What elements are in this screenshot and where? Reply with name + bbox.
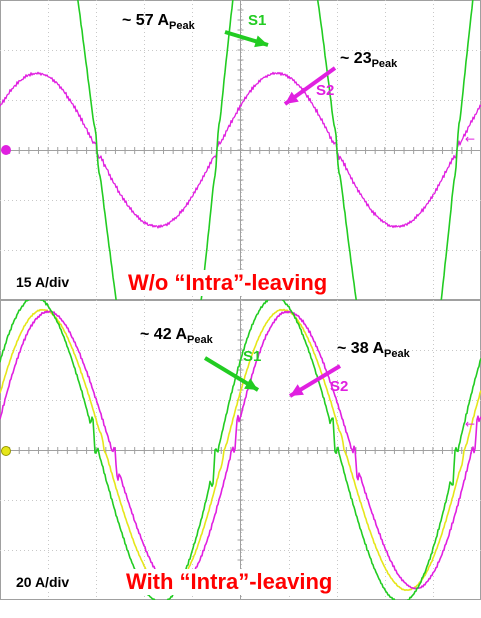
channel-marker-bottom bbox=[1, 446, 11, 456]
trigger-arrow-top: ← bbox=[465, 132, 475, 146]
caption-top: W/o “Intra”-leaving bbox=[124, 270, 331, 296]
scale-label-bottom: 20 A/div bbox=[12, 572, 73, 592]
s2-label-bottom: S2 bbox=[330, 378, 348, 395]
waveform-plot-top: ← bbox=[0, 0, 481, 300]
trigger-arrow-bottom: ← bbox=[465, 417, 475, 431]
scale-label-top: 15 A/div bbox=[12, 272, 73, 292]
s1-label-top: S1 bbox=[248, 12, 266, 29]
scope-panel-top: ← ~ 57 APeak S1 ~ 23Peak S2 15 A/div W/o… bbox=[0, 0, 481, 300]
channel-marker-top bbox=[1, 145, 11, 155]
s1-peak-annotation-top: ~ 57 APeak bbox=[122, 12, 195, 32]
s2-label-top: S2 bbox=[316, 82, 334, 99]
s1-peak-annotation-bottom: ~ 42 APeak bbox=[140, 326, 213, 346]
caption-bottom: With “Intra”-leaving bbox=[122, 569, 336, 595]
scope-panel-bottom: ← ~ 42 APeak S1 ~ 38 APeak S2 20 A/div W… bbox=[0, 300, 481, 600]
s2-peak-annotation-top: ~ 23Peak bbox=[340, 50, 397, 70]
s2-peak-annotation-bottom: ~ 38 APeak bbox=[337, 340, 410, 360]
s1-label-bottom: S1 bbox=[243, 348, 261, 365]
